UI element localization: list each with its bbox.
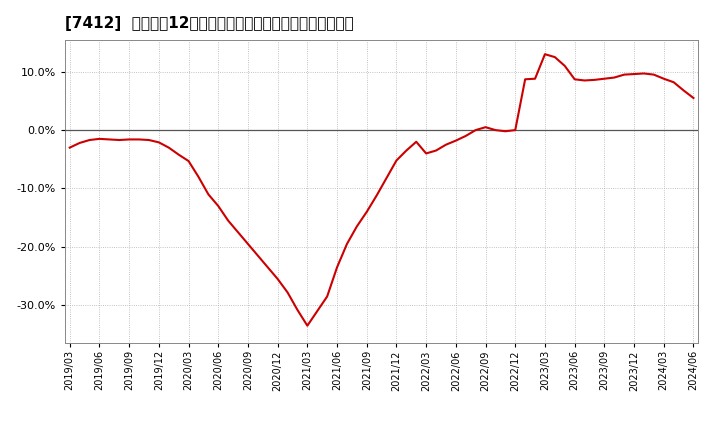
Text: [7412]  売上高の12か月移動合計の対前年同期増減率の推移: [7412] 売上高の12か月移動合計の対前年同期増減率の推移 <box>65 16 354 32</box>
